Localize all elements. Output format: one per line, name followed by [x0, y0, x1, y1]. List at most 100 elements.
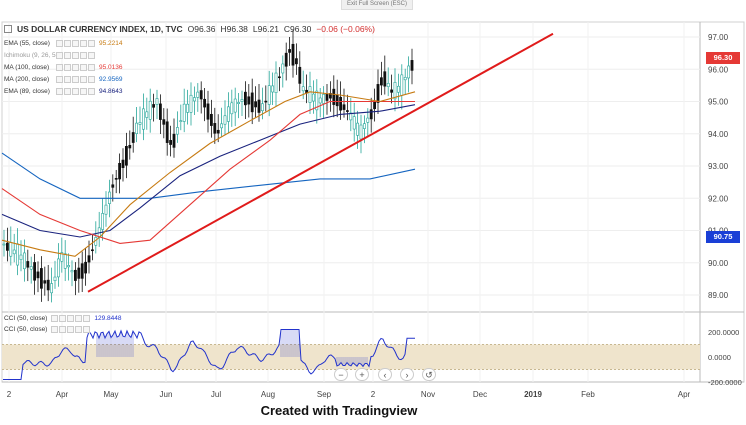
candle-body [67, 265, 71, 268]
indicator-ema55[interactable]: EMA (55, close) 95.2214 [4, 40, 123, 47]
scroll-left-button[interactable]: ‹ [378, 368, 392, 381]
candle-body [407, 65, 411, 79]
ema89-line [1, 104, 416, 238]
candle-body [56, 258, 60, 278]
candle-body [104, 204, 108, 215]
candle-body [206, 103, 210, 120]
scroll-right-button[interactable]: › [400, 368, 414, 381]
candle-body [101, 213, 105, 230]
symbol-title[interactable]: US DOLLAR CURRENCY INDEX, 1D, TVC [17, 24, 183, 34]
price-tick-label: 96.00 [708, 65, 729, 74]
candle-body [50, 283, 54, 294]
time-tick-label: Jun [160, 390, 173, 399]
zoom-out-button[interactable]: − [334, 368, 348, 381]
candle-body [396, 85, 400, 93]
cci-name: CCI (50, close) [4, 326, 48, 333]
chart-canvas[interactable]: 97.0096.0095.0094.0093.0092.0091.0090.00… [0, 0, 746, 400]
candle-body [9, 242, 13, 257]
exit-fullscreen-button[interactable]: Exit Full Screen (ESC) [341, 0, 413, 10]
cci-line [3, 329, 415, 380]
indicator-controls[interactable] [56, 76, 95, 83]
indicator-controls[interactable] [56, 40, 95, 47]
candle-body [80, 263, 84, 279]
price-tick-label: 92.00 [708, 194, 729, 203]
candle-body [118, 163, 122, 180]
cci-indicator-2[interactable]: CCI (50, close) [4, 326, 91, 333]
cci-tick-label: 0.0000 [708, 353, 731, 362]
candle-body [29, 266, 33, 270]
candle-body [284, 52, 288, 67]
candle-body [237, 102, 241, 104]
candle-body [376, 84, 380, 103]
indicator-controls[interactable] [51, 315, 91, 322]
collapse-icon[interactable] [4, 25, 12, 33]
candle-body [182, 103, 186, 122]
candle-body [271, 85, 275, 93]
cci-tick-label: 200.0000 [708, 328, 739, 337]
candle-body [366, 117, 370, 123]
time-tick-label: Dec [473, 390, 487, 399]
indicator-ichimoku[interactable]: Ichimoku (9, 26, 52, 26) [4, 52, 99, 59]
time-tick-label: Aug [261, 390, 275, 399]
time-tick-label: Jul [211, 390, 221, 399]
candle-body [254, 101, 258, 108]
cci-indicator-1[interactable]: CCI (50, close) 129.8448 [4, 315, 121, 322]
indicator-value: 95.2214 [99, 40, 123, 47]
candle-body [22, 252, 26, 270]
candle-body [332, 88, 336, 105]
candle-body [16, 243, 20, 266]
close-value: C96.30 [283, 24, 312, 34]
crosshair-price-label: 90.75 [706, 231, 740, 243]
low-value: L96.21 [252, 24, 279, 34]
candle-body [322, 94, 326, 104]
candle-body [328, 93, 332, 99]
candle-body [308, 86, 312, 103]
candle-body [244, 91, 247, 106]
candle-body [196, 91, 200, 98]
candle-body [318, 97, 322, 104]
candle-body [6, 242, 9, 251]
candle-body [362, 123, 366, 129]
indicator-controls[interactable] [56, 52, 95, 59]
indicator-name: Ichimoku (9, 26, 52, 26) [4, 52, 56, 59]
price-tick-label: 95.00 [708, 98, 729, 107]
candle-body [311, 93, 315, 102]
candle-body [193, 97, 196, 102]
indicator-controls[interactable] [56, 88, 95, 95]
candle-body [393, 82, 397, 100]
candle-body [77, 267, 81, 279]
reset-icon[interactable]: ↺ [422, 368, 436, 381]
candle-body [114, 178, 118, 180]
time-tick-label: Nov [421, 390, 435, 399]
change-value: −0.06 (−0.06%) [316, 24, 375, 34]
indicator-ema89[interactable]: EMA (89, close) 94.8643 [4, 88, 123, 95]
ma200-line [1, 152, 416, 199]
candle-body [142, 108, 145, 130]
price-tick-label: 93.00 [708, 162, 729, 171]
price-tick-label: 89.00 [708, 291, 729, 300]
candle-body [257, 99, 261, 113]
candle-body [203, 98, 207, 108]
indicator-ma100[interactable]: MA (100, close) 95.0136 [4, 64, 123, 71]
candle-body [281, 63, 285, 74]
indicator-ma200[interactable]: MA (200, close) 92.9569 [4, 76, 123, 83]
zoom-in-button[interactable]: + [355, 368, 369, 381]
candle-body [352, 116, 356, 130]
candle-body [74, 269, 77, 281]
indicator-controls[interactable] [56, 64, 95, 71]
indicator-value: 92.9569 [99, 76, 123, 83]
cci-name: CCI (50, close) [4, 315, 48, 322]
cci-tick-label: -200.0000 [708, 378, 742, 387]
candle-body [288, 49, 292, 53]
candle-body [247, 96, 251, 105]
candle-body [315, 90, 319, 111]
time-tick-label: Apr [678, 390, 691, 399]
candle-body [403, 76, 407, 81]
candle-body [138, 122, 142, 125]
candle-body [125, 146, 128, 166]
indicator-controls[interactable] [51, 326, 91, 333]
candle-body [46, 279, 50, 291]
candle-body [325, 93, 329, 101]
candle-body [169, 140, 173, 145]
candle-body [264, 100, 268, 103]
